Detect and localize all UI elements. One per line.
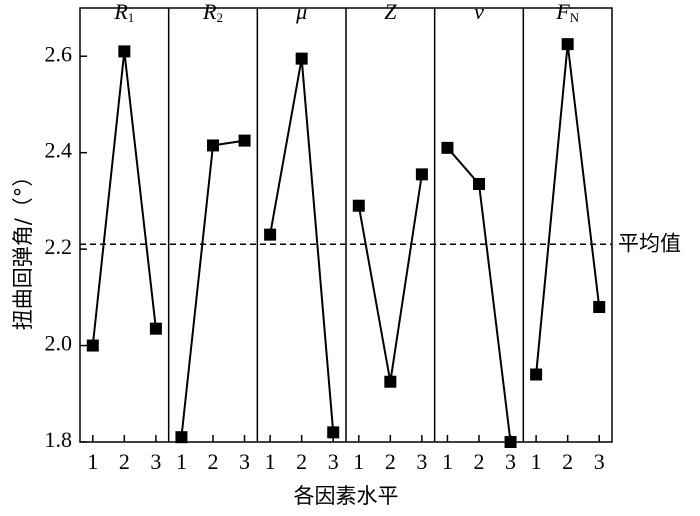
marker bbox=[441, 141, 454, 154]
panel-title: R1 bbox=[113, 0, 134, 25]
marker bbox=[295, 52, 308, 65]
marker bbox=[149, 322, 162, 335]
marker bbox=[561, 38, 574, 51]
panel-title: Z bbox=[384, 0, 397, 24]
x-tick-label: 3 bbox=[416, 449, 427, 474]
y-tick-label: 2.6 bbox=[45, 41, 73, 66]
x-tick-label: 1 bbox=[531, 449, 542, 474]
panel-symbol: R bbox=[202, 0, 217, 24]
x-tick-label: 2 bbox=[385, 449, 396, 474]
x-tick-label: 3 bbox=[328, 449, 339, 474]
series-line bbox=[535, 44, 601, 375]
x-tick-label: 3 bbox=[505, 449, 516, 474]
marker bbox=[118, 45, 131, 58]
panel-title: ν bbox=[474, 0, 484, 24]
series-line bbox=[446, 147, 512, 443]
marker bbox=[327, 426, 340, 439]
x-tick-label: 2 bbox=[119, 449, 130, 474]
y-axis-label: 扭曲回弹角/（°） bbox=[11, 166, 35, 331]
panel-symbol: R bbox=[113, 0, 128, 24]
x-tick-label: 1 bbox=[353, 449, 364, 474]
y-tick-label: 2.2 bbox=[45, 234, 73, 259]
x-tick-label: 1 bbox=[176, 449, 187, 474]
panel-symbol: F bbox=[555, 0, 570, 24]
panel-symbol: ν bbox=[474, 0, 484, 24]
series-line bbox=[91, 51, 157, 346]
x-tick-label: 2 bbox=[562, 449, 573, 474]
series-line bbox=[357, 174, 423, 382]
panel-subscript: 2 bbox=[216, 10, 223, 25]
x-tick-label: 3 bbox=[239, 449, 250, 474]
reference-label: 平均值 bbox=[618, 231, 681, 255]
marker bbox=[352, 199, 365, 212]
marker bbox=[415, 168, 428, 181]
marker bbox=[264, 228, 277, 241]
y-tick-label: 1.8 bbox=[45, 427, 73, 452]
marker bbox=[207, 139, 219, 152]
x-tick-label: 1 bbox=[265, 449, 276, 474]
marker bbox=[384, 375, 397, 388]
x-tick-label: 2 bbox=[208, 449, 219, 474]
panel-title: R2 bbox=[202, 0, 223, 25]
x-tick-label: 2 bbox=[474, 449, 485, 474]
x-tick-label: 3 bbox=[594, 449, 605, 474]
panel-subscript: N bbox=[570, 10, 580, 25]
marker bbox=[593, 300, 606, 313]
x-tick-label: 1 bbox=[442, 449, 453, 474]
panel-symbol: μ bbox=[295, 0, 307, 24]
x-tick-label: 3 bbox=[150, 449, 161, 474]
x-tick-label: 1 bbox=[87, 449, 98, 474]
x-axis-label: 各因素水平 bbox=[294, 484, 399, 508]
marker bbox=[473, 178, 485, 191]
series-line bbox=[180, 139, 245, 438]
marker bbox=[238, 134, 251, 147]
y-tick-label: 2.4 bbox=[45, 138, 73, 163]
marker bbox=[86, 339, 99, 352]
series-line bbox=[269, 58, 335, 433]
x-tick-label: 2 bbox=[296, 449, 307, 474]
y-tick-label: 2.0 bbox=[45, 331, 73, 356]
marker bbox=[530, 368, 543, 381]
panel-title: μ bbox=[295, 0, 307, 24]
panel-subscript: 1 bbox=[128, 10, 135, 25]
panel-symbol: Z bbox=[384, 0, 397, 24]
panel-title: FN bbox=[555, 0, 579, 25]
